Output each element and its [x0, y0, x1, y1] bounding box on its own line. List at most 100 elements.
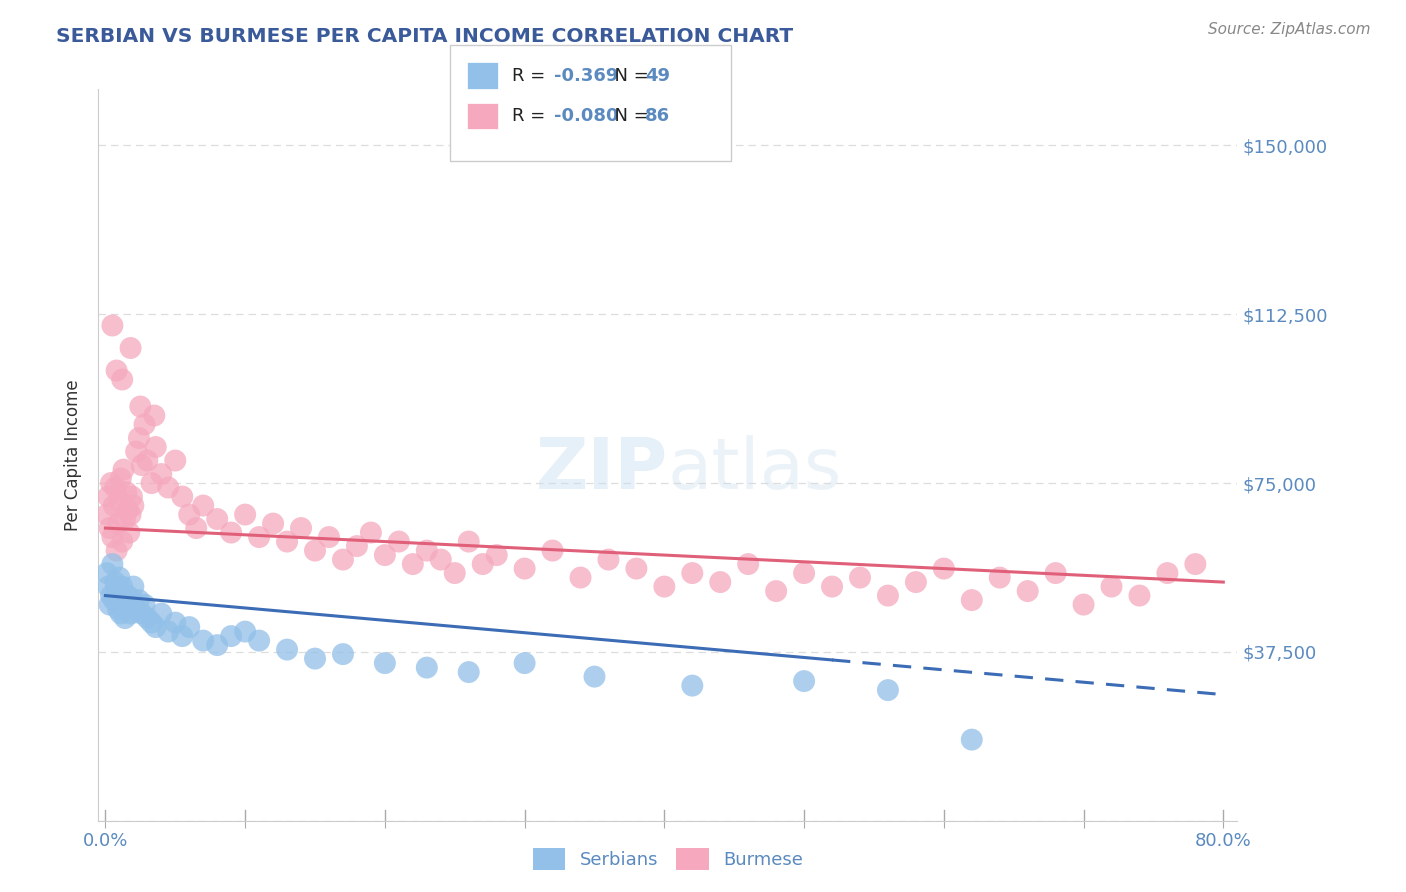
Point — [374, 548, 396, 562]
Point — [120, 607, 142, 621]
Point — [219, 525, 242, 540]
Point — [960, 593, 983, 607]
Point — [513, 656, 536, 670]
Point — [471, 557, 494, 571]
Point — [128, 593, 150, 607]
Point — [988, 571, 1011, 585]
Point — [128, 431, 150, 445]
Point — [179, 620, 201, 634]
Point — [165, 615, 187, 630]
Point — [105, 584, 128, 599]
Point — [247, 530, 270, 544]
Point — [100, 476, 122, 491]
Point — [388, 534, 411, 549]
Point — [172, 629, 194, 643]
Point — [112, 593, 135, 607]
Point — [793, 674, 815, 689]
Text: Source: ZipAtlas.com: Source: ZipAtlas.com — [1208, 22, 1371, 37]
Point — [120, 508, 142, 522]
Point — [131, 607, 153, 621]
Point — [111, 534, 134, 549]
Point — [598, 552, 620, 566]
Text: -0.080: -0.080 — [554, 107, 619, 125]
Point — [117, 589, 139, 603]
Point — [654, 580, 676, 594]
Point — [98, 521, 121, 535]
Point — [105, 363, 128, 377]
Point — [96, 508, 118, 522]
Point — [332, 647, 354, 661]
Point — [304, 651, 326, 665]
Point — [136, 611, 159, 625]
Point — [233, 508, 256, 522]
Point — [122, 499, 145, 513]
Point — [157, 481, 180, 495]
Point — [103, 593, 125, 607]
Point — [737, 557, 759, 571]
Point — [416, 543, 439, 558]
Point — [136, 453, 159, 467]
Point — [626, 561, 648, 575]
Point — [709, 575, 731, 590]
Point — [97, 490, 120, 504]
Point — [121, 490, 143, 504]
Point — [247, 633, 270, 648]
Point — [143, 409, 166, 423]
Point — [290, 521, 312, 535]
Point — [821, 580, 844, 594]
Point — [114, 512, 136, 526]
Point — [374, 656, 396, 670]
Point — [932, 561, 955, 575]
Point — [101, 557, 124, 571]
Point — [125, 602, 148, 616]
Point — [179, 508, 201, 522]
Point — [101, 530, 124, 544]
Point — [108, 494, 131, 508]
Point — [1045, 566, 1067, 580]
Point — [145, 440, 167, 454]
Point — [122, 580, 145, 594]
Point — [108, 571, 131, 585]
Point — [541, 543, 564, 558]
Point — [793, 566, 815, 580]
Point — [150, 607, 173, 621]
Point — [1184, 557, 1206, 571]
Point — [115, 485, 138, 500]
Point — [877, 683, 900, 698]
Point — [96, 566, 118, 580]
Text: N =: N = — [603, 107, 655, 125]
Point — [145, 620, 167, 634]
Text: SERBIAN VS BURMESE PER CAPITA INCOME CORRELATION CHART: SERBIAN VS BURMESE PER CAPITA INCOME COR… — [56, 27, 793, 45]
Point — [583, 670, 606, 684]
Point — [104, 481, 127, 495]
Point — [101, 318, 124, 333]
Text: R =: R = — [512, 67, 551, 85]
Y-axis label: Per Capita Income: Per Capita Income — [65, 379, 83, 531]
Point — [118, 525, 141, 540]
Point — [681, 679, 703, 693]
Point — [262, 516, 284, 531]
Point — [193, 499, 215, 513]
Text: 49: 49 — [645, 67, 671, 85]
Point — [1073, 598, 1095, 612]
Point — [111, 580, 134, 594]
Point — [120, 341, 142, 355]
Point — [141, 615, 163, 630]
Point — [877, 589, 900, 603]
Point — [443, 566, 465, 580]
Point — [318, 530, 340, 544]
Point — [134, 417, 156, 432]
Point — [429, 552, 451, 566]
Point — [960, 732, 983, 747]
Point — [111, 372, 134, 386]
Point — [849, 571, 872, 585]
Point — [172, 490, 194, 504]
Point — [114, 611, 136, 625]
Point — [513, 561, 536, 575]
Point — [112, 462, 135, 476]
Point — [681, 566, 703, 580]
Point — [110, 607, 132, 621]
Point — [125, 444, 148, 458]
Point — [115, 602, 138, 616]
Text: -0.369: -0.369 — [554, 67, 619, 85]
